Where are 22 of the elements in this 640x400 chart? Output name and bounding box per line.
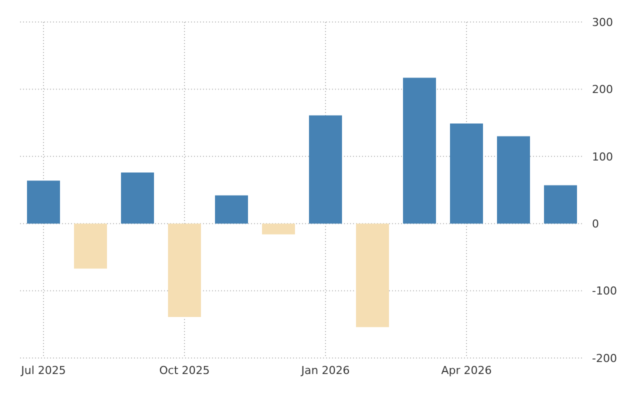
bar bbox=[544, 185, 577, 224]
x-tick-label: Jan 2026 bbox=[300, 364, 350, 377]
y-tick-label: -100 bbox=[592, 284, 617, 298]
bar bbox=[74, 224, 107, 269]
x-tick-label: Oct 2025 bbox=[159, 364, 210, 377]
y-tick-label: -200 bbox=[592, 352, 617, 365]
bar bbox=[309, 115, 342, 224]
y-tick-label: 300 bbox=[592, 16, 613, 29]
bar bbox=[450, 123, 483, 224]
bar bbox=[403, 78, 436, 224]
x-tick-label: Jul 2025 bbox=[20, 364, 66, 377]
x-tick-label: Apr 2026 bbox=[441, 364, 492, 377]
bar bbox=[215, 195, 248, 224]
bar bbox=[356, 224, 389, 328]
bar bbox=[262, 224, 295, 234]
bar bbox=[497, 136, 530, 224]
bar bbox=[27, 180, 60, 224]
y-tick-label: 0 bbox=[592, 218, 599, 231]
y-tick-label: 100 bbox=[592, 150, 613, 164]
bar bbox=[168, 224, 201, 318]
bar bbox=[121, 172, 154, 224]
y-tick-label: 200 bbox=[592, 83, 613, 96]
